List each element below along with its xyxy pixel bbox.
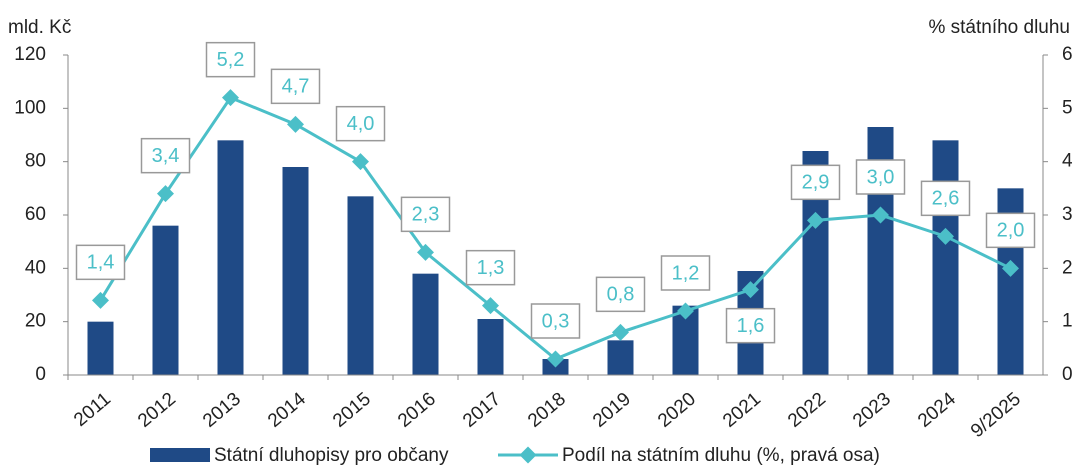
value-label: 2,0 [997, 220, 1025, 242]
marker [92, 291, 109, 309]
legend-label: Podíl na státním dluhu (%, pravá osa) [562, 445, 880, 466]
value-label-box [140, 137, 191, 174]
value-label: 1,6 [737, 315, 765, 337]
value-label: 2,6 [932, 188, 960, 210]
value-label-box [205, 41, 256, 78]
marker [612, 323, 629, 341]
marker [547, 350, 564, 368]
value-label: 5,2 [217, 49, 245, 71]
value-label: 0,3 [542, 310, 570, 332]
value-label: 4,7 [282, 76, 310, 98]
value-label: 2,9 [802, 172, 830, 194]
y2-axis-label: % státního dluhu [928, 17, 1070, 38]
x-tick-label: 2019 [589, 389, 635, 432]
marker [287, 115, 304, 133]
marker [417, 243, 434, 261]
value-label-box [400, 196, 451, 233]
value-label-box [335, 105, 386, 142]
marker [482, 297, 499, 315]
y-tick-label: 40 [25, 257, 46, 278]
bar [347, 196, 374, 375]
value-label-box [660, 255, 711, 291]
marker [352, 153, 369, 171]
bar [217, 140, 244, 375]
value-label: 4,0 [347, 113, 375, 135]
x-tick-label: 2021 [719, 389, 765, 432]
marker [937, 227, 954, 245]
y2-tick-label: 0 [1062, 364, 1073, 385]
x-tick-label: 2011 [70, 389, 115, 431]
value-label: 1,4 [87, 252, 115, 274]
bar [282, 167, 309, 375]
y2-tick-label: 4 [1062, 151, 1073, 172]
x-tick-label: 2023 [849, 389, 895, 432]
value-label: 3,4 [152, 145, 180, 167]
marker [807, 211, 824, 229]
value-label: 1,2 [672, 262, 700, 284]
marker [222, 89, 239, 107]
x-tick-label: 2022 [784, 389, 830, 432]
value-label: 3,0 [867, 166, 895, 188]
y-tick-label: 60 [25, 204, 46, 225]
value-label-box [725, 307, 776, 344]
y2-tick-label: 6 [1062, 44, 1073, 65]
x-tick-label: 2017 [459, 389, 505, 432]
y-tick-label: 120 [14, 44, 46, 65]
bar [607, 340, 634, 375]
y2-tick-label: 2 [1062, 257, 1073, 278]
marker [742, 281, 759, 299]
value-label-box [75, 244, 126, 281]
value-label: 2,3 [412, 204, 440, 226]
y2-tick-label: 1 [1062, 311, 1073, 332]
bar [412, 273, 439, 375]
y-axis-label: mld. Kč [8, 17, 71, 38]
x-tick-label: 2020 [654, 389, 700, 432]
y-tick-label: 0 [35, 364, 46, 385]
value-label-box [530, 303, 581, 339]
marker [157, 185, 174, 203]
x-tick-label: 2016 [394, 389, 440, 432]
marker [872, 206, 889, 224]
bar [152, 225, 179, 375]
x-tick-label: 2024 [914, 388, 960, 432]
value-label: 1,3 [477, 257, 505, 279]
value-label-box [465, 249, 516, 286]
value-label-box [790, 164, 841, 201]
y2-tick-label: 3 [1062, 204, 1073, 225]
value-label-box [985, 212, 1036, 249]
value-label-box [920, 180, 971, 217]
x-tick-label: 2018 [524, 389, 570, 432]
bar [932, 140, 959, 375]
legend-marker [519, 446, 537, 464]
marker [1002, 259, 1019, 277]
y-tick-label: 100 [14, 97, 46, 118]
x-tick-label: 2013 [199, 389, 245, 432]
y-tick-label: 20 [25, 311, 46, 332]
y2-tick-label: 5 [1062, 97, 1073, 118]
marker [677, 302, 694, 320]
x-tick-label: 2012 [134, 389, 180, 432]
legend-swatch [150, 448, 210, 462]
x-tick-label: 2015 [329, 389, 375, 432]
legend-label: Státní dluhopisy pro občany [214, 445, 449, 466]
value-label-box [270, 68, 321, 105]
x-tick-label: 2014 [264, 388, 310, 432]
value-label-box [595, 276, 646, 313]
bar [87, 321, 114, 375]
x-tick-label: 9/2025 [967, 389, 1025, 442]
value-label-box [855, 159, 906, 195]
value-label: 0,8 [607, 284, 635, 306]
bar [477, 319, 504, 375]
y-tick-label: 80 [25, 151, 46, 172]
